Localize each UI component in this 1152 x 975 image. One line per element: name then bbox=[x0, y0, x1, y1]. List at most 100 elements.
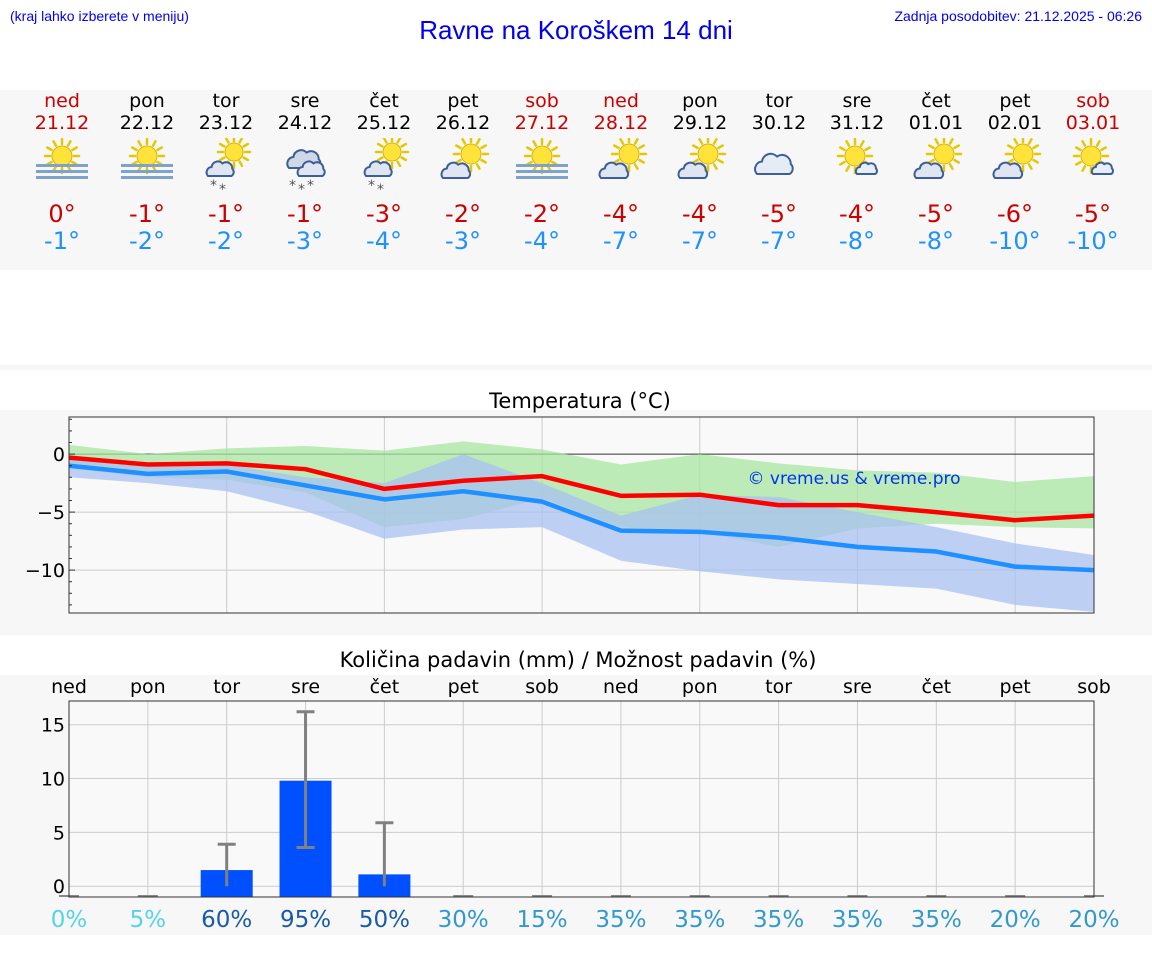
day-column: sre 24.12 * * * -1° -3° bbox=[265, 90, 345, 255]
precip-probability: 60% bbox=[201, 907, 252, 933]
temp-max: -2° bbox=[524, 200, 560, 228]
temp-min: -4° bbox=[366, 227, 402, 255]
day-name: tor bbox=[212, 90, 240, 112]
sun-fog-icon bbox=[121, 138, 173, 179]
sun-fog-icon bbox=[516, 138, 568, 179]
last-update: Zadnja posodobitev: 21.12.2025 - 06:26 bbox=[894, 8, 1142, 24]
x-category-label: pon bbox=[682, 676, 718, 698]
fog-line bbox=[516, 164, 568, 167]
snowflake: * bbox=[289, 178, 296, 194]
cloud-icon bbox=[754, 152, 794, 175]
fog-line bbox=[121, 176, 173, 179]
precip-probability: 15% bbox=[517, 907, 568, 933]
day-column: pet 02.01 -6° -10° bbox=[975, 90, 1055, 255]
day-name: sob bbox=[1076, 90, 1110, 112]
y-tick-label: 10 bbox=[41, 769, 65, 791]
sun-shape bbox=[216, 138, 252, 170]
day-column: sre 31.12 -4° -8° bbox=[817, 90, 897, 255]
max-temp-line bbox=[68, 455, 1095, 523]
day-column: ned 21.12 0° -1° bbox=[22, 90, 102, 255]
sun-cloud-snow-icon: * * bbox=[205, 138, 252, 196]
temp-min: -8° bbox=[839, 227, 875, 255]
plot-frame bbox=[68, 416, 1095, 614]
cloud-shape bbox=[992, 161, 1024, 179]
sun-cloud-icon bbox=[598, 138, 648, 179]
sun-shape bbox=[925, 138, 963, 173]
daily-forecast-strip: ned 21.12 0° -1° pon 22.12 -1° -2° tor 23.12 * * -1°… bbox=[0, 90, 1152, 270]
cloud-shape bbox=[598, 161, 630, 179]
min-temp-line bbox=[68, 463, 1095, 573]
day-column: čet 01.01 -5° -8° bbox=[896, 90, 976, 255]
plot-frame bbox=[68, 700, 1095, 898]
cloud-shape bbox=[1090, 161, 1114, 175]
sun-fog-icon bbox=[516, 138, 568, 179]
x-category-label: ned bbox=[603, 676, 639, 698]
temp-max: -1° bbox=[287, 200, 323, 228]
sun-shape bbox=[128, 138, 166, 175]
chart-title: Količina padavin (mm) / Možnost padavin … bbox=[340, 648, 817, 672]
temp-min: -10° bbox=[989, 227, 1041, 255]
temp-min: -2° bbox=[129, 227, 165, 255]
cloud-shape bbox=[854, 161, 878, 175]
temp-min: -3° bbox=[445, 227, 481, 255]
temp-max: 0° bbox=[48, 200, 76, 228]
day-date: 26.12 bbox=[435, 112, 491, 134]
day-name: sob bbox=[525, 90, 559, 112]
snowflake: * bbox=[368, 178, 375, 194]
sun-shape bbox=[1004, 138, 1042, 173]
cloud-shape bbox=[363, 160, 393, 177]
snowflake: * bbox=[377, 182, 384, 196]
day-date: 28.12 bbox=[593, 112, 649, 134]
precip-probability: 35% bbox=[911, 907, 962, 933]
cloud-icon bbox=[754, 152, 794, 175]
x-category-label: sob bbox=[1077, 676, 1111, 698]
temp-min: -10° bbox=[1067, 227, 1119, 255]
sun-fog-icon bbox=[121, 138, 173, 179]
day-column: pet 26.12 -2° -3° bbox=[423, 90, 503, 255]
temp-min: -7° bbox=[761, 227, 797, 255]
temp-max: -2° bbox=[445, 200, 481, 228]
day-name: ned bbox=[603, 90, 639, 112]
sun-cloud-icon bbox=[992, 138, 1042, 179]
day-date: 01.01 bbox=[908, 112, 964, 134]
x-category-label: sob bbox=[525, 676, 559, 698]
snowflake: * bbox=[210, 178, 217, 194]
day-name: sre bbox=[290, 90, 320, 112]
day-column: tor 23.12 * * -1° -2° bbox=[186, 90, 266, 255]
day-column: pon 22.12 -1° -2° bbox=[107, 90, 187, 255]
temp-max: -6° bbox=[997, 200, 1033, 228]
sun-shape bbox=[610, 138, 648, 173]
temp-max: -4° bbox=[839, 200, 875, 228]
day-column: ned 28.12 -4° -7° bbox=[581, 90, 661, 255]
cloud-snow-icon: * * * bbox=[286, 149, 326, 196]
precip-probability: 35% bbox=[832, 907, 883, 933]
temp-max: -5° bbox=[918, 200, 954, 228]
fog-line bbox=[36, 170, 88, 173]
page-title: Ravne na Koroškem 14 dni bbox=[419, 15, 733, 45]
sun-small-cloud-icon bbox=[1072, 138, 1114, 175]
y-tick-label: −10 bbox=[25, 560, 65, 582]
sun-small-cloud-icon bbox=[1072, 138, 1114, 175]
day-name: pet bbox=[999, 90, 1031, 112]
fog-line bbox=[121, 170, 173, 173]
precipitation-chart: Količina padavin (mm) / Možnost padavin … bbox=[41, 648, 1120, 933]
precip-probability: 20% bbox=[990, 907, 1041, 933]
temp-min: -7° bbox=[603, 227, 639, 255]
snowflake: * bbox=[219, 182, 226, 196]
day-name: pet bbox=[447, 90, 479, 112]
cloud-shape bbox=[205, 160, 235, 177]
day-name: čet bbox=[369, 90, 399, 112]
y-tick-label: 5 bbox=[53, 822, 65, 844]
fog-line bbox=[516, 176, 568, 179]
day-date: 22.12 bbox=[119, 112, 175, 134]
hint-text: (kraj lahko izberete v meniju) bbox=[10, 8, 189, 24]
x-category-label: ned bbox=[51, 676, 87, 698]
sun-cloud-icon bbox=[440, 138, 490, 179]
precip-probability: 20% bbox=[1068, 907, 1119, 933]
x-category-label: tor bbox=[765, 676, 792, 698]
plot-area bbox=[69, 701, 1094, 897]
divider bbox=[0, 365, 1152, 370]
sun-cloud-icon bbox=[598, 138, 648, 179]
sun-cloud-icon bbox=[913, 138, 963, 179]
day-name: ned bbox=[44, 90, 80, 112]
